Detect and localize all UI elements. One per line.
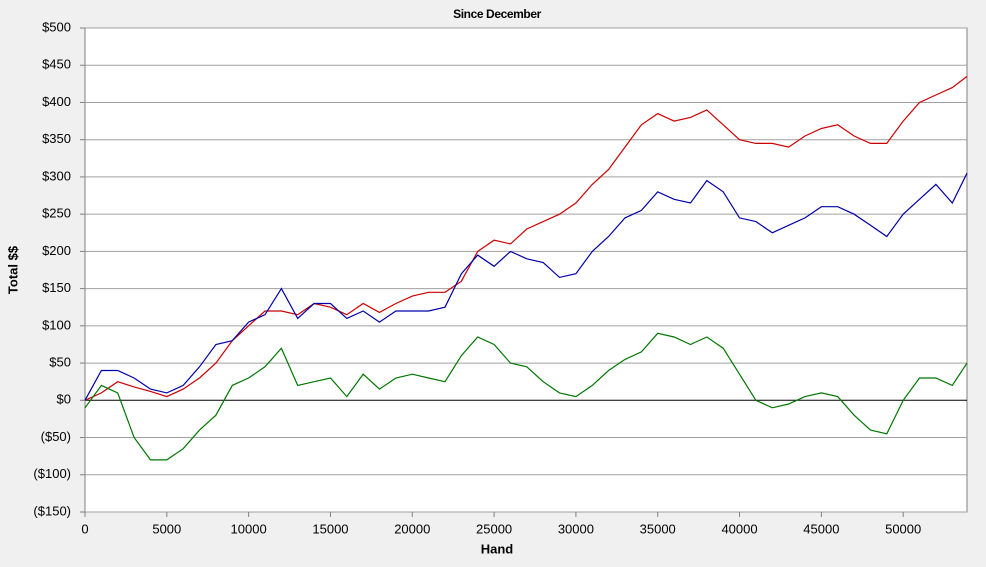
y-tick-label: $100 bbox=[42, 317, 71, 332]
x-tick-label: 45000 bbox=[803, 521, 839, 536]
plot-area bbox=[84, 27, 968, 513]
y-tick-label: $150 bbox=[42, 280, 71, 295]
x-tick-label: 50000 bbox=[885, 521, 921, 536]
y-tick-label: $400 bbox=[42, 94, 71, 109]
x-tick-label: 15000 bbox=[312, 521, 348, 536]
x-tick-label: 5000 bbox=[152, 521, 181, 536]
series-line bbox=[84, 172, 968, 401]
y-tick-label: $0 bbox=[57, 392, 71, 407]
y-tick-label: $350 bbox=[42, 131, 71, 146]
y-tick-label: $500 bbox=[42, 19, 71, 34]
chart-title: Since December bbox=[453, 7, 542, 21]
x-tick-label: 0 bbox=[81, 521, 88, 536]
x-axis-label: Hand bbox=[481, 541, 514, 556]
y-tick-label: $250 bbox=[42, 206, 71, 221]
y-tick-label: $50 bbox=[49, 355, 71, 370]
x-tick-label: 40000 bbox=[721, 521, 757, 536]
x-tick-label: 30000 bbox=[558, 521, 594, 536]
series-line bbox=[84, 332, 968, 461]
y-tick-label: $450 bbox=[42, 57, 71, 72]
y-tick-label: $200 bbox=[42, 243, 71, 258]
y-tick-label: ($50) bbox=[41, 429, 71, 444]
x-tick-label: 25000 bbox=[476, 521, 512, 536]
y-tick-label: $300 bbox=[42, 168, 71, 183]
x-tick-label: 20000 bbox=[394, 521, 430, 536]
y-tick-label: ($100) bbox=[33, 466, 71, 481]
x-tick-label: 35000 bbox=[640, 521, 676, 536]
y-axis-label: Total $$ bbox=[5, 245, 20, 294]
y-tick-label: ($150) bbox=[33, 503, 71, 518]
x-tick-label: 10000 bbox=[231, 521, 267, 536]
